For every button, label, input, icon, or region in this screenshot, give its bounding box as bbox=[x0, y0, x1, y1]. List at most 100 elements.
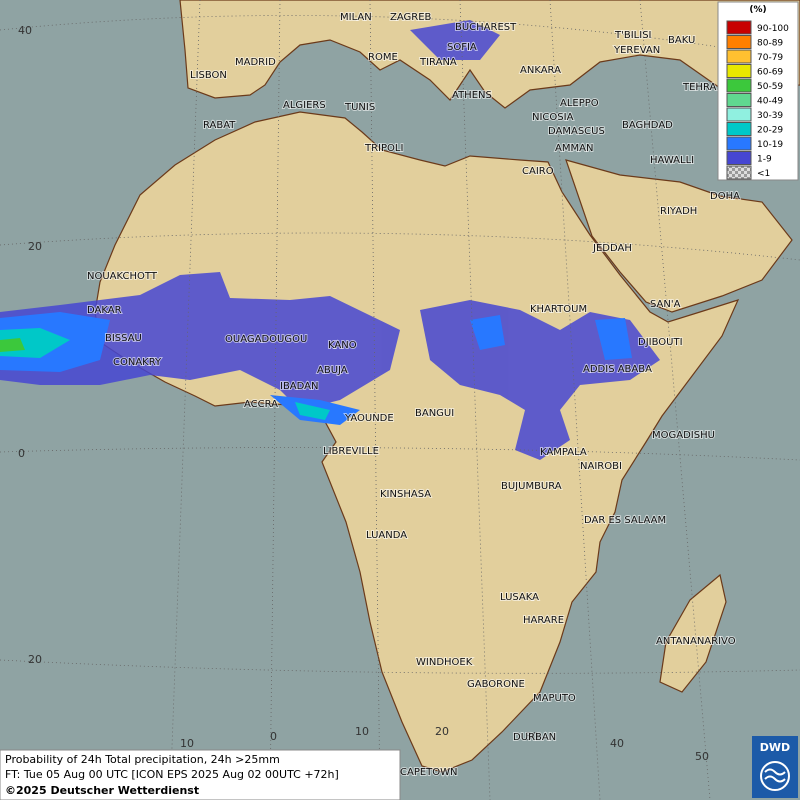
legend-label: 30-39 bbox=[757, 111, 783, 121]
land bbox=[94, 0, 800, 773]
lon-label: 40 bbox=[610, 737, 624, 750]
city-label: DURBAN bbox=[513, 732, 556, 743]
legend-label: 80-89 bbox=[757, 39, 783, 49]
city-label: MOGADISHU bbox=[652, 430, 715, 441]
legend-label: 10-19 bbox=[757, 140, 783, 150]
legend-label: 50-59 bbox=[757, 82, 783, 92]
city-label: TUNIS bbox=[344, 102, 375, 113]
city-label: NICOSIA bbox=[532, 112, 574, 123]
city-label: TEHRA bbox=[682, 82, 716, 93]
city-label: ALGIERS bbox=[283, 100, 326, 111]
city-label: ROME bbox=[368, 52, 398, 63]
city-label: MAPUTO bbox=[533, 693, 576, 704]
city-label: KINSHASA bbox=[380, 489, 431, 500]
city-label: BAKU bbox=[668, 35, 695, 46]
city-label: JEDDAH bbox=[592, 243, 632, 254]
city-label: RABAT bbox=[203, 120, 236, 131]
city-label: BUCHAREST bbox=[455, 22, 517, 33]
city-label: SAN'A bbox=[650, 299, 681, 310]
legend-swatch bbox=[726, 136, 752, 151]
city-label: ACCRA bbox=[244, 399, 278, 410]
info-title: Probability of 24h Total precipitation, … bbox=[5, 753, 280, 766]
legend-swatch bbox=[726, 35, 752, 49]
precip-50-59 bbox=[0, 338, 25, 352]
logo-circle bbox=[760, 761, 790, 791]
legend: (%) 90-100 80-89 70-79 60-69 50-59 40-49 30-39… bbox=[717, 1, 799, 181]
legend-label: <1 bbox=[757, 169, 770, 179]
city-label: BANGUI bbox=[415, 408, 454, 419]
city-label: ATHENS bbox=[452, 90, 492, 101]
lon-label: 10 bbox=[355, 725, 369, 738]
city-label: ZAGREB bbox=[390, 12, 432, 23]
lat-label: 40 bbox=[18, 24, 32, 37]
city-label: DAMASCUS bbox=[548, 126, 605, 137]
city-label: LUSAKA bbox=[500, 592, 539, 603]
city-label: HAWALLI bbox=[650, 155, 694, 166]
city-label: LIBREVILLE bbox=[323, 446, 379, 457]
city-label: KAMPALA bbox=[540, 447, 587, 458]
city-label: NOUAKCHOTT bbox=[87, 271, 158, 282]
legend-swatch bbox=[726, 122, 752, 136]
city-label: ANTANANARIVO bbox=[656, 636, 736, 647]
legend-swatch bbox=[726, 165, 752, 180]
city-label: ADDIS ABABA bbox=[583, 364, 652, 375]
dwd-logo: DWD bbox=[752, 736, 798, 798]
lon-label: 50 bbox=[695, 750, 709, 763]
legend-label: 60-69 bbox=[757, 68, 783, 78]
city-label: BUJUMBURA bbox=[501, 481, 562, 492]
legend-title: (%) bbox=[749, 5, 766, 15]
logo-waves bbox=[764, 768, 786, 783]
city-label: LISBON bbox=[190, 70, 227, 81]
info-background bbox=[0, 749, 401, 800]
legend-label: 40-49 bbox=[757, 97, 783, 107]
legend-label: 90-100 bbox=[757, 24, 789, 34]
city-label: T'BILISI bbox=[614, 30, 651, 41]
city-label: WINDHOEK bbox=[416, 657, 473, 668]
legend-swatch bbox=[726, 93, 752, 107]
cities: MILAN ZAGREB BUCHAREST T'BILISI BAKU MADRID RO… bbox=[86, 11, 741, 779]
city-label: ABUJA bbox=[317, 365, 348, 376]
info-copyright: ©2025 Deutscher Wetterdienst bbox=[5, 784, 199, 797]
city-label: DAKAR bbox=[87, 305, 122, 316]
legend-swatch bbox=[726, 107, 752, 122]
city-label: KHARTOUM bbox=[530, 304, 587, 315]
legend-swatch bbox=[726, 78, 752, 93]
city-label: TIRANA bbox=[419, 57, 457, 68]
city-label: MADRID bbox=[235, 57, 276, 68]
city-label: DJIBOUTI bbox=[638, 337, 683, 348]
city-label: HARARE bbox=[523, 615, 564, 626]
info-box: Probability of 24h Total precipitation, … bbox=[0, 749, 401, 800]
city-label: TRIPOLI bbox=[364, 143, 403, 154]
city-label: CAIRO bbox=[522, 166, 554, 177]
city-label: ALEPPO bbox=[560, 98, 599, 109]
city-label: CONAKRY bbox=[113, 357, 162, 368]
lon-label: 0 bbox=[270, 730, 277, 743]
city-label: DAR ES SALAAM bbox=[584, 515, 666, 526]
lat-labels: 40 20 0 20 10 0 10 20 30 40 50 bbox=[18, 24, 709, 763]
legend-swatch bbox=[726, 64, 752, 78]
legend-label: 20-29 bbox=[757, 126, 783, 136]
legend-swatch bbox=[726, 49, 752, 64]
city-label: SOFIA bbox=[447, 42, 477, 53]
legend-swatch bbox=[726, 151, 752, 165]
info-forecast-time: FT: Tue 05 Aug 00 UTC [ICON EPS 2025 Aug… bbox=[5, 768, 339, 781]
legend-label: 1-9 bbox=[757, 155, 772, 165]
city-label: AMMAN bbox=[555, 143, 593, 154]
city-label: NAIROBI bbox=[580, 461, 622, 472]
city-label: DOHA bbox=[710, 191, 740, 202]
city-label: OUAGADOUGOU bbox=[225, 334, 307, 345]
lat-label: 20 bbox=[28, 240, 42, 253]
logo-background bbox=[752, 736, 798, 798]
city-label: BAGHDAD bbox=[622, 120, 673, 131]
city-label: YAOUNDE bbox=[344, 413, 394, 424]
city-label: IBADAN bbox=[280, 381, 319, 392]
legend-swatch bbox=[726, 20, 752, 35]
city-label: CAPETOWN bbox=[400, 767, 458, 778]
lon-label: 10 bbox=[180, 737, 194, 750]
legend-label: 70-79 bbox=[757, 53, 783, 63]
city-label: BISSAU bbox=[105, 333, 142, 344]
city-label: GABORONE bbox=[467, 679, 525, 690]
city-label: RIYADH bbox=[660, 206, 697, 217]
